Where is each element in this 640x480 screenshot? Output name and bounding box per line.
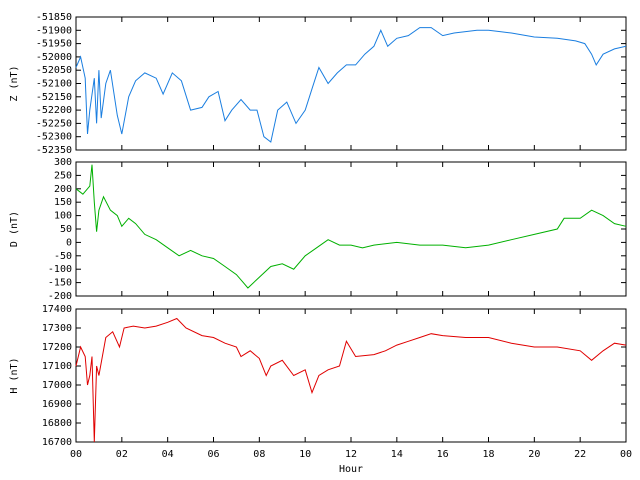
panel-frame [75, 308, 627, 443]
y-tick-label: 16900 [42, 399, 72, 410]
y-tick-label: 16800 [42, 418, 72, 429]
y-tick-label: 17400 [42, 304, 72, 315]
y-tick-label: 17100 [42, 361, 72, 372]
x-tick-label: 04 [162, 449, 174, 460]
y-tick-label: 100 [54, 211, 72, 222]
x-tick-label: 00 [70, 449, 82, 460]
x-tick-label: 22 [574, 449, 586, 460]
y-tick-label: 50 [60, 224, 72, 235]
y-tick-label: 17200 [42, 342, 72, 353]
y-tick-label: -52350 [36, 145, 72, 156]
panel-frame [75, 161, 627, 297]
y-tick-label: -52050 [36, 65, 72, 76]
y-tick-label: -150 [48, 278, 72, 289]
x-tick-label: 06 [207, 449, 219, 460]
y-tick-label: -51850 [36, 12, 72, 23]
x-tick-label: 16 [437, 449, 449, 460]
data-line [75, 27, 627, 143]
data-line [75, 317, 627, 443]
x-tick-label: 12 [345, 449, 357, 460]
y-tick-label: 17000 [42, 380, 72, 391]
x-tick-label: 18 [482, 449, 494, 460]
x-tick-label: 10 [299, 449, 311, 460]
y-tick-label: -52200 [36, 105, 72, 116]
y-tick-label: -52150 [36, 92, 72, 103]
y-tick-label: 16700 [42, 437, 72, 448]
y-tick-label: 250 [54, 170, 72, 181]
x-axis-label: Hour [339, 464, 363, 475]
y-tick-label: 0 [66, 237, 72, 248]
y-tick-label: -52100 [36, 79, 72, 90]
y-tick-label: -51950 [36, 39, 72, 50]
y-tick-label: -50 [54, 251, 72, 262]
y-tick-label: 300 [54, 157, 72, 168]
y-tick-label: 200 [54, 184, 72, 195]
y-axis-label: D (nT) [9, 211, 20, 247]
y-tick-label: -200 [48, 291, 72, 302]
y-axis-label: Z (nT) [9, 65, 20, 101]
x-tick-label: 02 [116, 449, 128, 460]
y-tick-label: 150 [54, 197, 72, 208]
data-line [75, 164, 627, 289]
y-tick-label: 17300 [42, 323, 72, 334]
x-tick-label: 00 [620, 449, 632, 460]
y-tick-label: -52000 [36, 52, 72, 63]
y-axis-label: H (nT) [9, 357, 20, 393]
x-tick-label: 14 [391, 449, 403, 460]
y-tick-label: -52250 [36, 118, 72, 129]
y-tick-label: -51900 [36, 25, 72, 36]
x-tick-label: 08 [253, 449, 265, 460]
y-tick-label: -100 [48, 264, 72, 275]
x-tick-label: 20 [528, 449, 540, 460]
y-tick-label: -52300 [36, 132, 72, 143]
